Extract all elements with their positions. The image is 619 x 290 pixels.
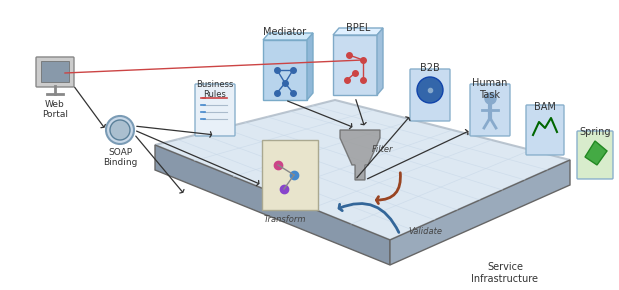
Polygon shape bbox=[307, 33, 313, 100]
Text: Mediator: Mediator bbox=[264, 27, 306, 37]
Polygon shape bbox=[585, 141, 607, 165]
Polygon shape bbox=[263, 33, 313, 40]
Circle shape bbox=[417, 77, 443, 103]
Text: BAM: BAM bbox=[534, 102, 556, 112]
Text: Human
Task: Human Task bbox=[472, 78, 508, 99]
Polygon shape bbox=[333, 28, 383, 35]
Text: Transform: Transform bbox=[264, 215, 306, 224]
Polygon shape bbox=[263, 40, 307, 100]
Polygon shape bbox=[390, 160, 570, 265]
FancyBboxPatch shape bbox=[577, 131, 613, 179]
Polygon shape bbox=[377, 28, 383, 95]
FancyBboxPatch shape bbox=[36, 57, 74, 87]
Text: Web
Portal: Web Portal bbox=[42, 100, 68, 119]
Text: SOAP
Binding: SOAP Binding bbox=[103, 148, 137, 167]
Text: Validate: Validate bbox=[408, 227, 442, 236]
Polygon shape bbox=[262, 140, 318, 210]
Polygon shape bbox=[155, 145, 390, 265]
FancyBboxPatch shape bbox=[410, 69, 450, 121]
Circle shape bbox=[106, 116, 134, 144]
Polygon shape bbox=[340, 130, 380, 180]
Polygon shape bbox=[155, 100, 570, 240]
FancyBboxPatch shape bbox=[526, 105, 564, 155]
FancyBboxPatch shape bbox=[470, 84, 510, 136]
Text: Spring: Spring bbox=[579, 127, 611, 137]
Text: Business
Rules: Business Rules bbox=[196, 80, 234, 99]
Text: Filter: Filter bbox=[372, 146, 394, 155]
Text: BPEL: BPEL bbox=[346, 23, 370, 33]
Polygon shape bbox=[333, 35, 377, 95]
Text: Service
Infrastructure: Service Infrastructure bbox=[472, 262, 539, 284]
FancyBboxPatch shape bbox=[195, 84, 235, 136]
Circle shape bbox=[110, 120, 130, 140]
Text: B2B: B2B bbox=[420, 63, 440, 73]
FancyBboxPatch shape bbox=[41, 61, 69, 82]
